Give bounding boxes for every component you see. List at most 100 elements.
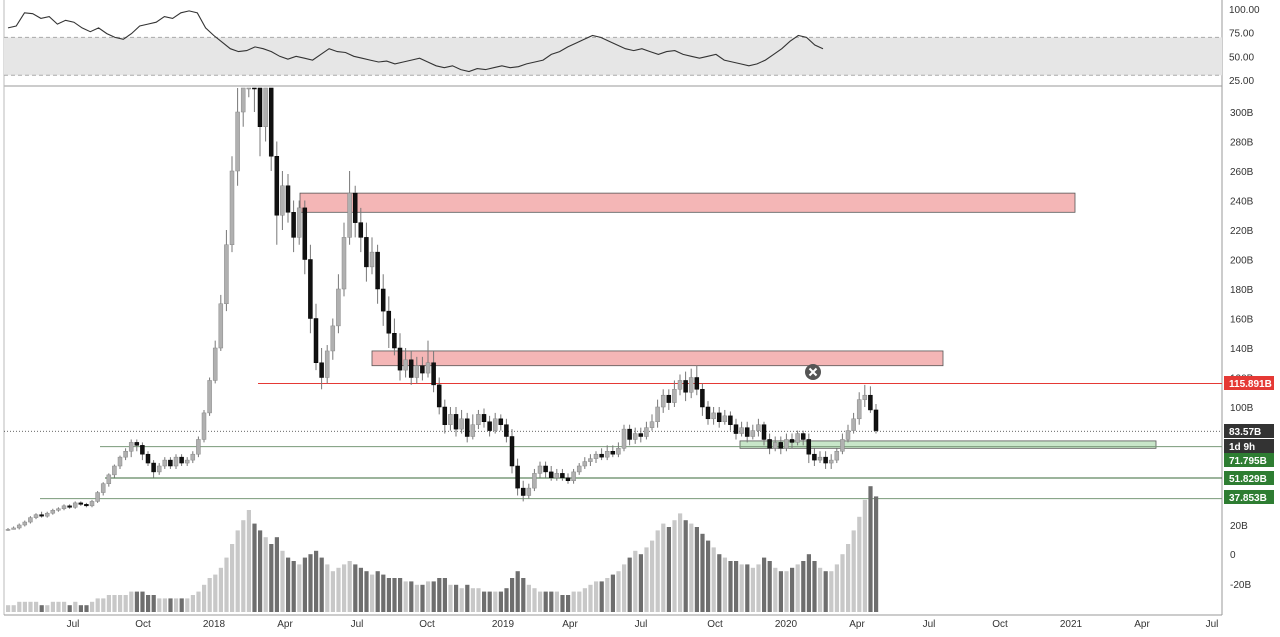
candle-body <box>330 325 336 352</box>
candle-body <box>599 453 604 458</box>
supply-zone <box>299 192 1076 213</box>
price-label-box <box>1224 439 1274 453</box>
candle-body <box>386 310 392 334</box>
volume-bar <box>146 595 151 612</box>
price-label-box <box>1224 453 1274 467</box>
candle-body <box>498 418 504 425</box>
candle-body <box>862 394 868 400</box>
volume-bar <box>801 561 806 612</box>
candle-body <box>526 487 532 496</box>
volume-bar <box>162 598 167 612</box>
candle-body <box>504 424 509 437</box>
time-axis[interactable]: Jul Oct 2018 Apr Jul Oct 2019 Apr Jul Oct 2020 Apr J… <box>67 619 1219 630</box>
candle-body <box>571 471 576 481</box>
volume-bar <box>605 578 610 612</box>
price-tick: 200B <box>1230 256 1254 267</box>
candle-body <box>100 483 106 493</box>
volume-bar <box>50 601 55 612</box>
time-tick: Apr <box>849 619 865 630</box>
volume-bar <box>263 537 268 612</box>
candle-body <box>117 456 123 467</box>
volume-bar <box>504 588 509 612</box>
time-tick: 2021 <box>1060 619 1083 630</box>
candle-body <box>716 412 722 422</box>
candle-body <box>616 448 621 455</box>
candle-body <box>162 459 168 467</box>
close-icon[interactable] <box>805 364 821 380</box>
candle-body <box>201 412 207 440</box>
volume-bar <box>594 581 599 612</box>
candle-body <box>375 251 380 290</box>
volume-bar <box>526 584 531 612</box>
volume-bar <box>459 588 464 612</box>
volume-bar <box>67 605 72 612</box>
volume-bar <box>78 605 83 612</box>
candle-body <box>873 409 879 431</box>
candle-body <box>823 456 828 464</box>
candle-body <box>61 505 67 510</box>
volume-bar <box>722 557 727 612</box>
candle-body <box>207 380 212 414</box>
volume-bar <box>834 564 839 612</box>
candle-body <box>313 318 319 363</box>
price-label-text: 37.853B <box>1229 493 1267 504</box>
volume-bar <box>403 581 408 612</box>
candle-body <box>683 380 688 393</box>
candle-body <box>705 406 711 420</box>
volume-bar <box>414 584 419 612</box>
volume-bar <box>588 584 593 612</box>
candle-body <box>795 433 800 443</box>
volume-bar <box>756 564 761 612</box>
volume-bar <box>538 591 543 612</box>
candle-body <box>156 465 162 473</box>
candle-body <box>179 456 184 464</box>
time-tick: Jul <box>1206 619 1219 630</box>
candle-body <box>229 170 235 245</box>
candle-body <box>845 430 851 440</box>
candle-body <box>537 465 543 474</box>
oscillator-tick: 50.00 <box>1229 52 1254 63</box>
volume-tick: -20B <box>1230 580 1251 591</box>
volume-bar <box>711 547 716 612</box>
candle-body <box>190 453 196 461</box>
volume-bar <box>750 567 755 612</box>
candle-body <box>431 362 436 386</box>
volume-bar <box>566 595 571 612</box>
volume-bar <box>168 598 173 612</box>
volume-bar <box>582 588 587 612</box>
volume-bar <box>179 598 184 612</box>
candle-body <box>95 492 100 502</box>
volume-bar <box>291 561 296 612</box>
volume-bar <box>829 571 834 612</box>
candle-body <box>414 365 420 378</box>
candle-body <box>868 394 873 411</box>
price-tick: 100B <box>1230 403 1254 414</box>
volume-bar <box>73 601 78 612</box>
candle-body <box>341 237 347 290</box>
candle-body <box>33 514 39 518</box>
volume-bar <box>442 578 447 612</box>
candle-body <box>621 428 627 449</box>
candle-body <box>750 430 756 437</box>
volume-bar <box>370 574 375 612</box>
candle-body <box>649 421 655 428</box>
candle-body <box>403 359 408 371</box>
candle-body <box>184 459 190 464</box>
candle-body <box>274 156 280 216</box>
volume-bar <box>616 571 621 612</box>
price-label-text: 71.795B <box>1229 456 1267 467</box>
volume-bar <box>297 564 302 612</box>
volume-bar <box>286 557 291 612</box>
volume-bar <box>22 601 27 612</box>
volume-bar <box>353 564 358 612</box>
price-label-text: 115.891B <box>1229 379 1272 390</box>
price-label-box <box>1224 424 1274 438</box>
price-axis[interactable]: 300B280B260B240B220B200B180B160B140B120B… <box>1230 108 1254 591</box>
volume-bar <box>510 578 515 612</box>
volume-bar <box>515 571 520 612</box>
volume-bar <box>218 567 223 612</box>
volume-bar <box>325 564 330 612</box>
candle-body <box>218 303 224 349</box>
candle-body <box>638 433 644 437</box>
